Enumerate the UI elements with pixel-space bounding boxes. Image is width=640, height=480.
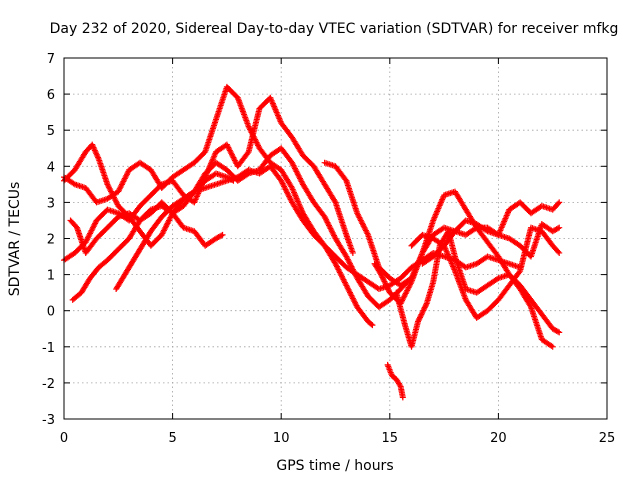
data-point bbox=[549, 343, 556, 350]
data-point bbox=[384, 285, 391, 292]
data-point bbox=[380, 277, 387, 284]
data-point bbox=[379, 274, 386, 281]
y-tick-label: 5 bbox=[47, 124, 55, 139]
data-point bbox=[416, 315, 423, 322]
data-point bbox=[369, 322, 376, 329]
x-tick-label: 10 bbox=[273, 431, 290, 446]
y-tick-label: 2 bbox=[47, 233, 55, 248]
series-sat-e bbox=[69, 203, 226, 303]
data-point bbox=[555, 200, 562, 207]
data-point bbox=[415, 318, 422, 325]
data-point bbox=[472, 225, 479, 232]
data-point bbox=[382, 279, 389, 286]
data-point bbox=[383, 282, 390, 289]
data-point bbox=[385, 286, 392, 293]
data-point bbox=[378, 271, 385, 278]
plot-frame bbox=[63, 57, 608, 420]
x-tick-label: 5 bbox=[168, 431, 176, 446]
data-point bbox=[382, 281, 389, 288]
data-point bbox=[554, 328, 561, 335]
y-axis-title: SDTVAR / TECUs bbox=[7, 182, 23, 297]
data-point bbox=[380, 275, 387, 282]
y-tick-label: 6 bbox=[47, 88, 55, 103]
chart-title: Day 232 of 2020, Sidereal Day-to-day VTE… bbox=[50, 21, 619, 37]
x-axis-title: GPS time / hours bbox=[276, 458, 393, 474]
y-tick-label: 1 bbox=[47, 269, 55, 284]
data-point bbox=[421, 304, 428, 311]
data-point bbox=[331, 198, 338, 205]
y-tick-label: 7 bbox=[47, 52, 55, 67]
data-point bbox=[417, 314, 424, 321]
y-tick-label: -3 bbox=[42, 413, 55, 428]
y-tick-label: -2 bbox=[42, 377, 55, 392]
y-tick-label: 0 bbox=[47, 305, 55, 320]
data-point bbox=[381, 278, 388, 285]
y-tick-label: 4 bbox=[47, 160, 55, 175]
data-point bbox=[417, 312, 424, 319]
data-point bbox=[556, 224, 563, 231]
data-point bbox=[384, 284, 391, 291]
y-tick-label: 3 bbox=[47, 196, 55, 211]
data-point bbox=[399, 394, 406, 401]
data-point bbox=[418, 311, 425, 318]
x-tick-label: 25 bbox=[599, 431, 616, 446]
x-tick-label: 20 bbox=[490, 431, 507, 446]
data-point bbox=[415, 317, 422, 324]
series-sat-j bbox=[408, 224, 563, 321]
series-sat-k bbox=[419, 199, 563, 267]
x-tick-labels: 0 5 10 15 20 25 bbox=[60, 431, 615, 446]
series-sat-l bbox=[384, 361, 406, 401]
data-point bbox=[556, 329, 563, 336]
data-point bbox=[368, 321, 375, 328]
data-point bbox=[555, 248, 562, 255]
y-tick-labels: -3 -2 -1 0 1 2 3 4 5 6 7 bbox=[42, 52, 55, 428]
data-point bbox=[378, 272, 385, 279]
data-point bbox=[218, 232, 225, 239]
x-tick-label: 0 bbox=[60, 431, 68, 446]
data-point bbox=[556, 199, 563, 206]
data-point bbox=[420, 307, 427, 314]
grid-lines bbox=[64, 58, 607, 419]
data-point bbox=[419, 308, 426, 315]
data-point bbox=[554, 225, 561, 232]
data-point bbox=[516, 269, 523, 276]
data-point bbox=[219, 231, 226, 238]
data-points bbox=[61, 83, 563, 401]
data-point bbox=[244, 150, 251, 157]
x-tick-label: 15 bbox=[382, 431, 399, 446]
data-point bbox=[422, 303, 429, 310]
data-point bbox=[421, 306, 428, 313]
data-point bbox=[527, 302, 534, 309]
data-point bbox=[349, 249, 356, 256]
data-point bbox=[548, 342, 555, 349]
y-tick-label: -1 bbox=[42, 341, 55, 356]
data-point bbox=[419, 310, 426, 317]
data-point bbox=[556, 249, 563, 256]
data-point bbox=[423, 301, 430, 308]
